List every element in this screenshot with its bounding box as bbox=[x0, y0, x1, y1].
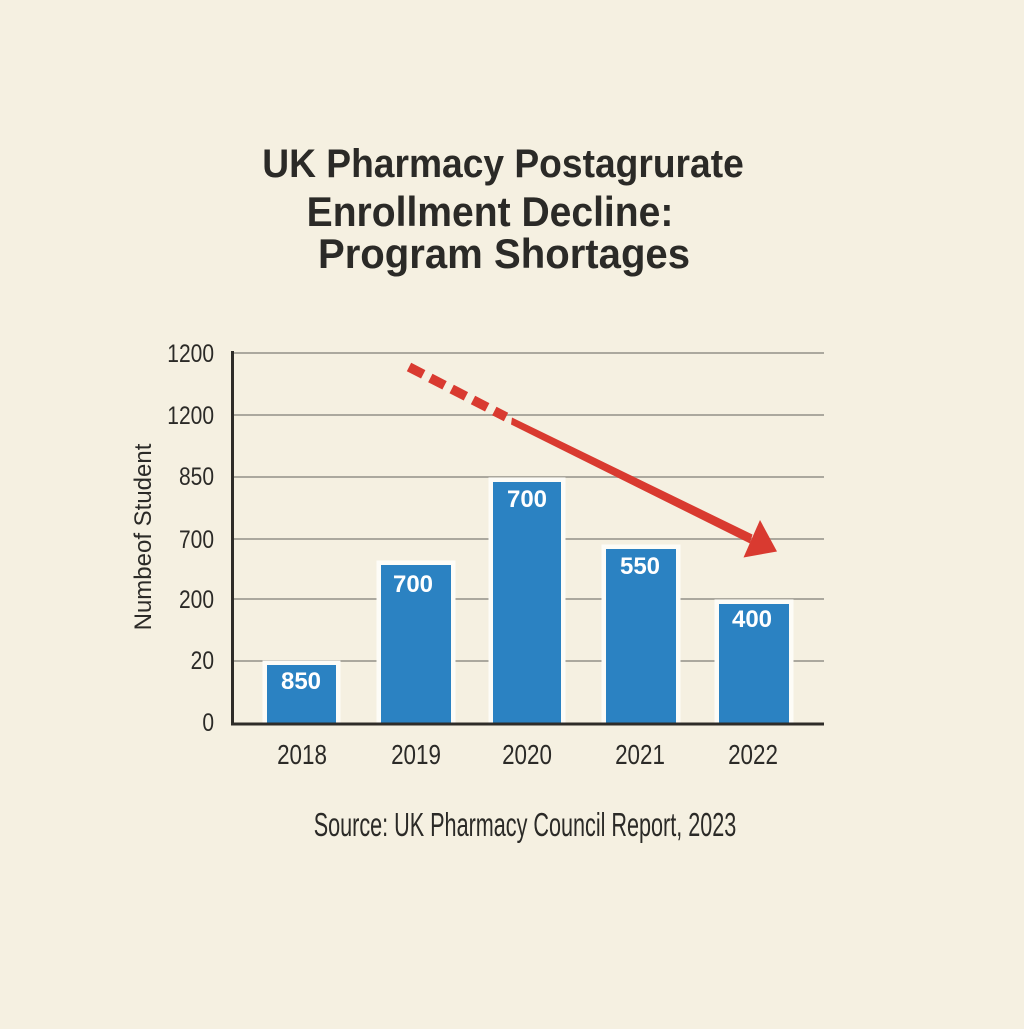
svg-text:2019: 2019 bbox=[391, 740, 441, 771]
svg-text:700: 700 bbox=[507, 486, 547, 513]
svg-text:2022: 2022 bbox=[728, 740, 778, 771]
svg-text:850: 850 bbox=[281, 668, 321, 695]
svg-text:2020: 2020 bbox=[502, 740, 552, 771]
svg-text:550: 550 bbox=[620, 553, 660, 580]
svg-text:1200: 1200 bbox=[167, 401, 214, 429]
svg-text:Source: UK Pharmacy Council Re: Source: UK Pharmacy Council Report, 2023 bbox=[314, 806, 737, 843]
svg-text:0: 0 bbox=[202, 708, 214, 736]
svg-text:400: 400 bbox=[732, 606, 772, 633]
svg-text:Program Shortages: Program Shortages bbox=[318, 230, 690, 277]
svg-text:20: 20 bbox=[191, 646, 214, 674]
svg-text:2021: 2021 bbox=[615, 740, 665, 771]
svg-text:1200: 1200 bbox=[167, 339, 214, 367]
svg-text:2018: 2018 bbox=[277, 740, 327, 771]
svg-text:200: 200 bbox=[179, 585, 214, 613]
svg-text:UK Pharmacy Postagrurate: UK Pharmacy Postagrurate bbox=[262, 142, 744, 187]
svg-text:700: 700 bbox=[179, 525, 214, 553]
svg-text:850: 850 bbox=[179, 462, 214, 490]
svg-text:700: 700 bbox=[393, 571, 433, 598]
svg-text:Enrollment Decline:: Enrollment Decline: bbox=[307, 188, 674, 236]
svg-text:Numbeof Student: Numbeof Student bbox=[130, 443, 157, 630]
